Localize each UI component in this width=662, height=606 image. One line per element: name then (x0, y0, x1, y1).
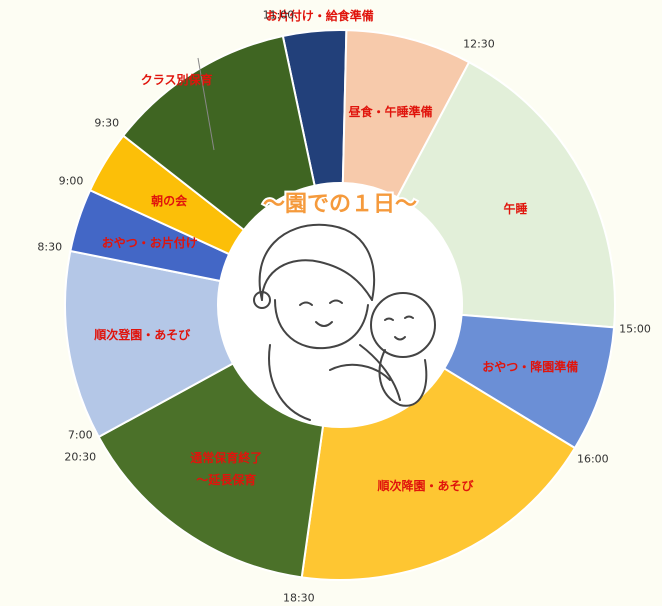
time-label: 8:30 (37, 240, 63, 254)
time-label: 7:00 (67, 428, 93, 442)
segment-label: 順次降園・あそび (377, 478, 474, 493)
segment-label: 午睡 (503, 202, 528, 217)
segment-label: クラス別保育 (140, 73, 213, 88)
segment-label: お片付け・給食準備 (265, 8, 374, 23)
time-label: 20:30 (64, 450, 97, 464)
segment-label: おやつ・お片付け (101, 236, 198, 251)
segment-label: 朝の会 (151, 193, 188, 208)
time-label: 12:30 (463, 37, 495, 51)
chart-title: 〜園での１日〜 (263, 192, 417, 217)
illustration (253, 223, 436, 421)
center-hole (218, 183, 462, 427)
time-label: 15:00 (619, 322, 651, 336)
time-label: 11:00 (262, 8, 295, 22)
segment-label: 順次登園・あそび (94, 328, 191, 343)
segment-label: 昼食・午睡準備 (348, 104, 433, 119)
time-label: 9:00 (58, 174, 84, 188)
time-label: 9:30 (94, 116, 120, 130)
segment-label: 通常保育終了 ～延長保育 (190, 451, 263, 488)
time-label: 18:30 (282, 591, 315, 605)
leader-line (197, 57, 215, 151)
segment-label: おやつ・降園準備 (482, 359, 579, 374)
time-label: 16:00 (576, 452, 609, 466)
